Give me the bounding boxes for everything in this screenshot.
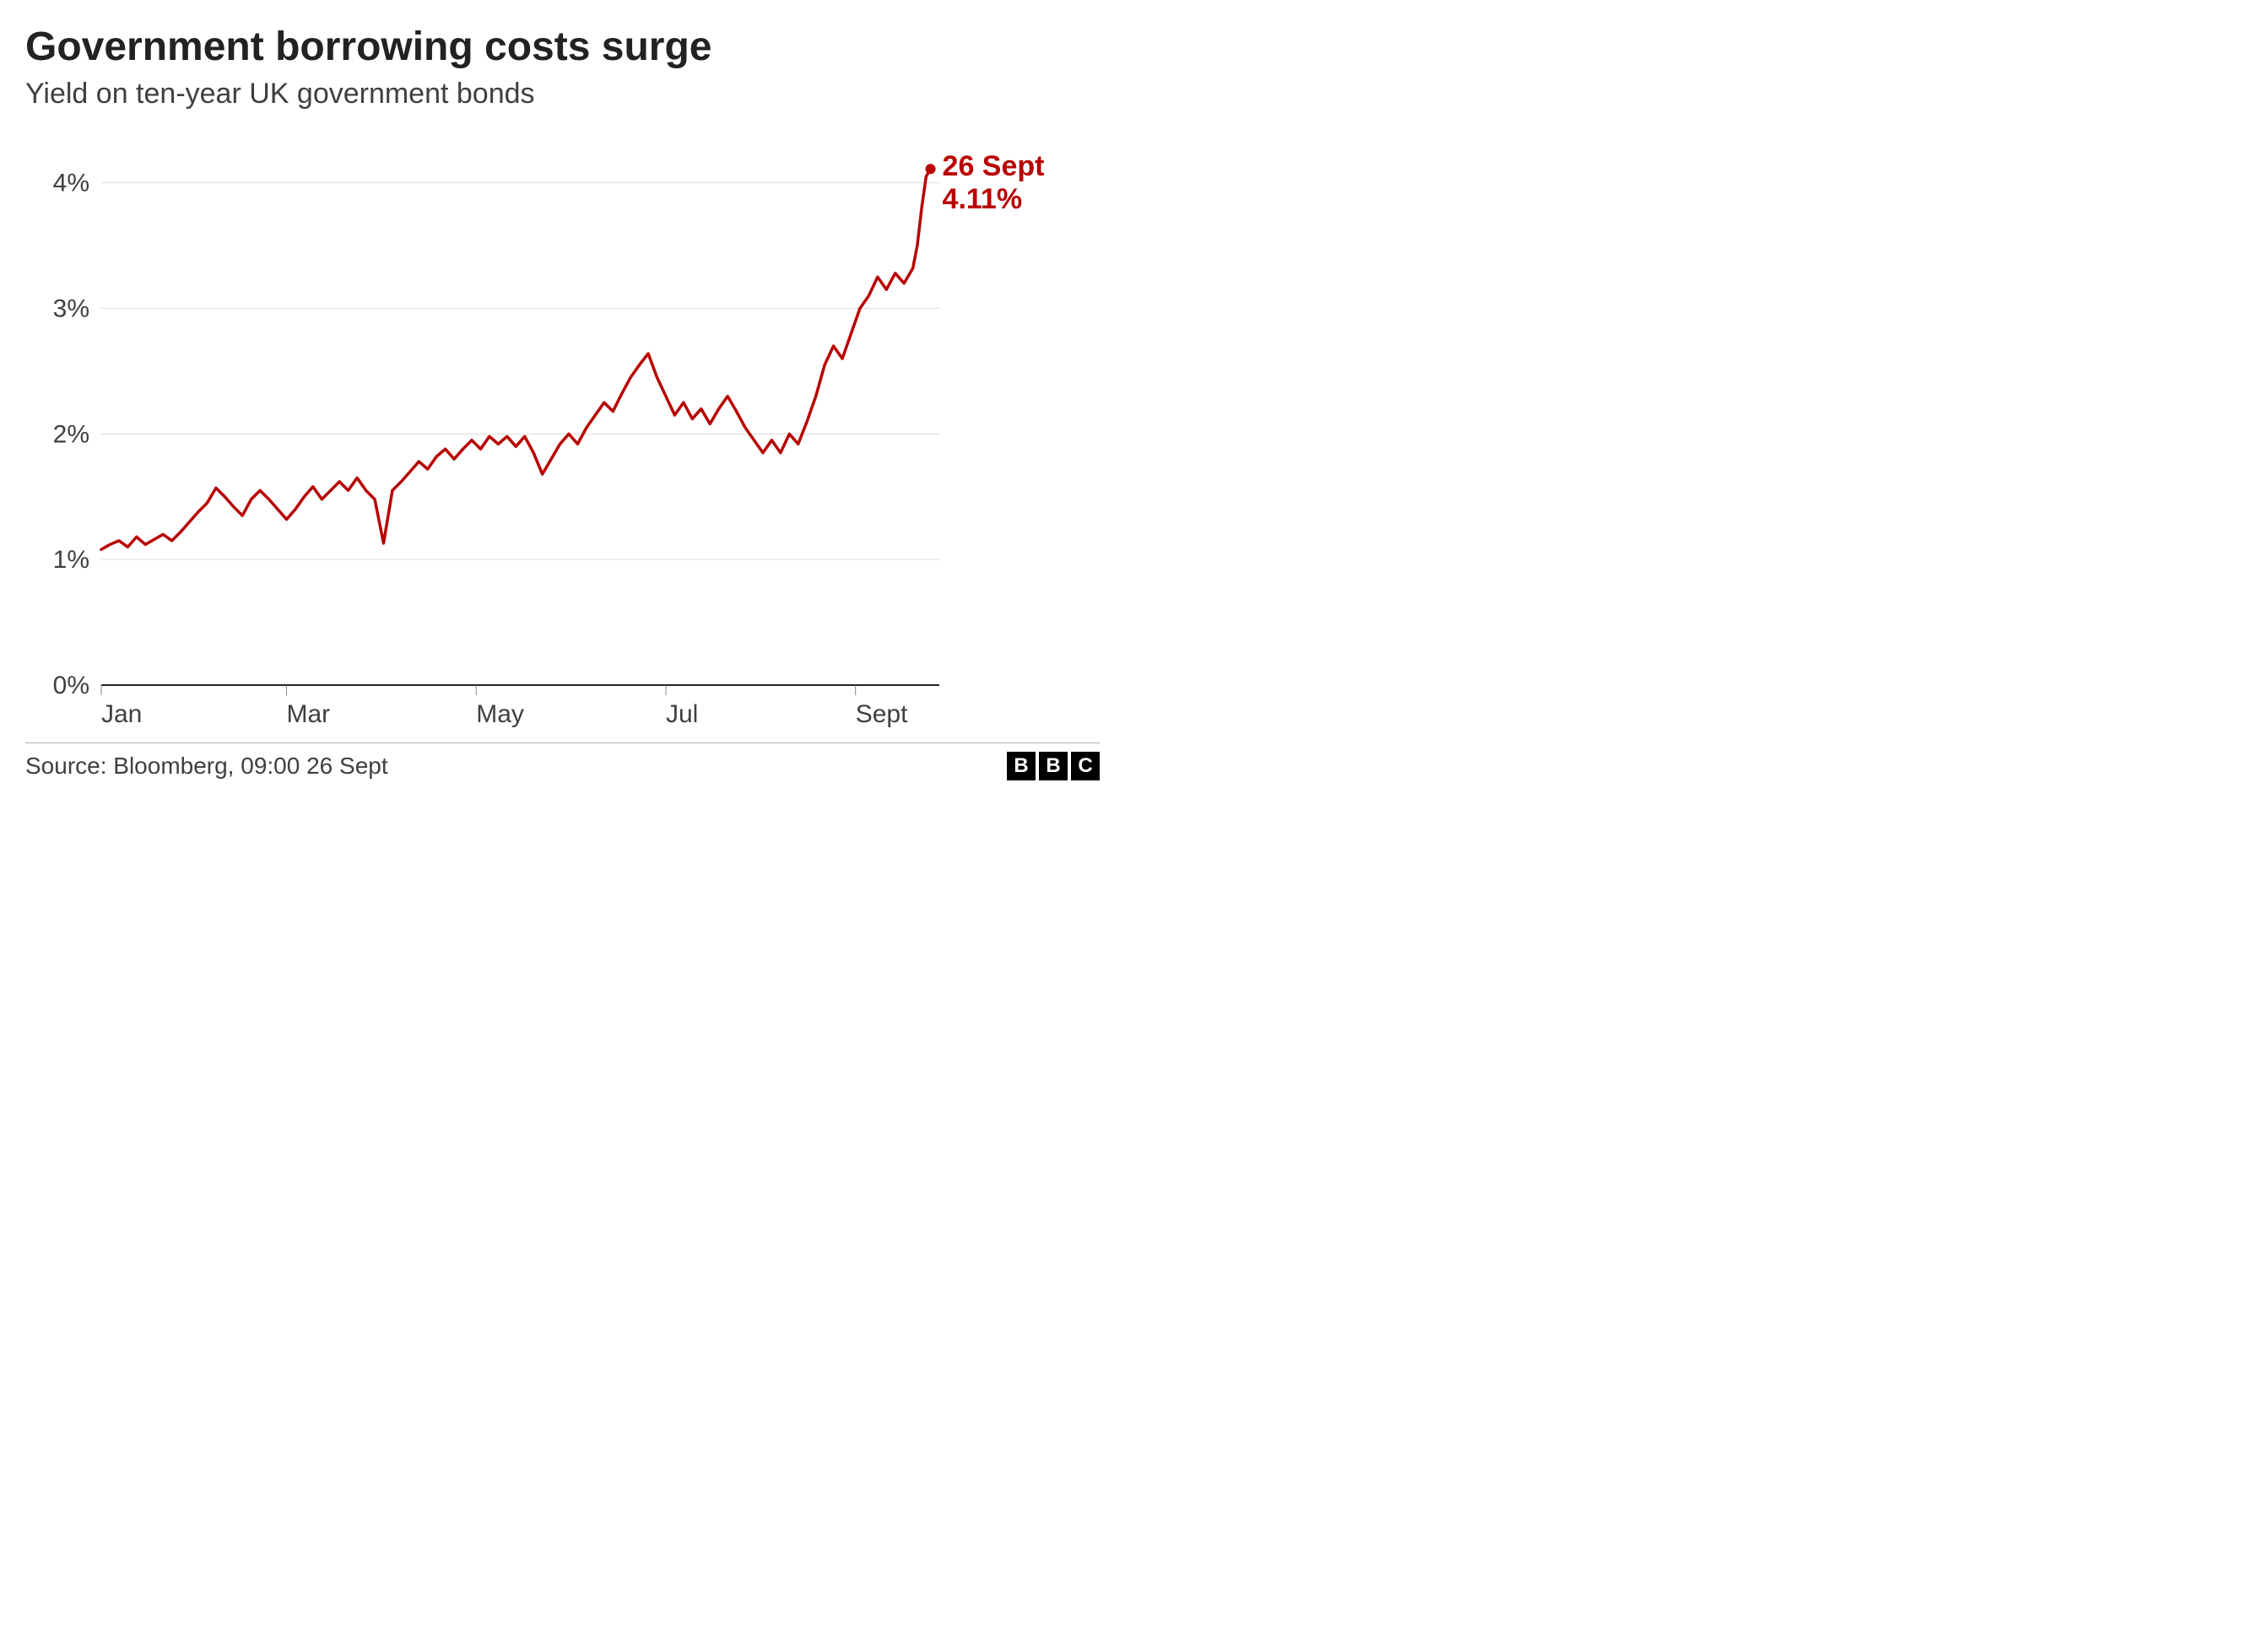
chart-footer: Source: Bloomberg, 09:00 26 Sept BBC: [25, 742, 1100, 780]
y-axis-label: 1%: [53, 546, 89, 574]
chart-subtitle: Yield on ten-year UK government bonds: [25, 77, 1100, 111]
y-axis-label: 4%: [53, 169, 89, 197]
bbc-logo: BBC: [1007, 752, 1100, 780]
y-axis-label: 0%: [53, 672, 89, 699]
y-axis-label: 2%: [53, 420, 89, 448]
x-axis-label: Sept: [856, 700, 908, 728]
callout-date: 26 Sept: [943, 150, 1045, 182]
x-axis-label: Jul: [666, 700, 698, 728]
data-callout: 26 Sept 4.11%: [943, 150, 1045, 216]
data-line: [101, 169, 931, 549]
x-axis-label: Mar: [287, 700, 331, 728]
plot-area: 0% 1% 2% 3% 4% Jan Mar May Jul Sept 26 Sept 4.11%: [25, 128, 1100, 736]
y-axis-label: 3%: [53, 294, 89, 322]
chart-title: Government borrowing costs surge: [25, 25, 1100, 70]
chart-container: Government borrowing costs surge Yield o…: [0, 0, 1125, 826]
x-axis-label: May: [476, 700, 524, 728]
end-point-marker: [926, 164, 936, 174]
source-text: Source: Bloomberg, 09:00 26 Sept: [25, 753, 388, 780]
bbc-logo-block: B: [1039, 752, 1068, 780]
line-chart-svg: 0% 1% 2% 3% 4% Jan Mar May Jul Sept: [25, 128, 1100, 736]
bbc-logo-block: C: [1071, 752, 1100, 780]
bbc-logo-block: B: [1007, 752, 1036, 780]
callout-value: 4.11%: [943, 183, 1023, 215]
x-axis-label: Jan: [101, 700, 142, 728]
